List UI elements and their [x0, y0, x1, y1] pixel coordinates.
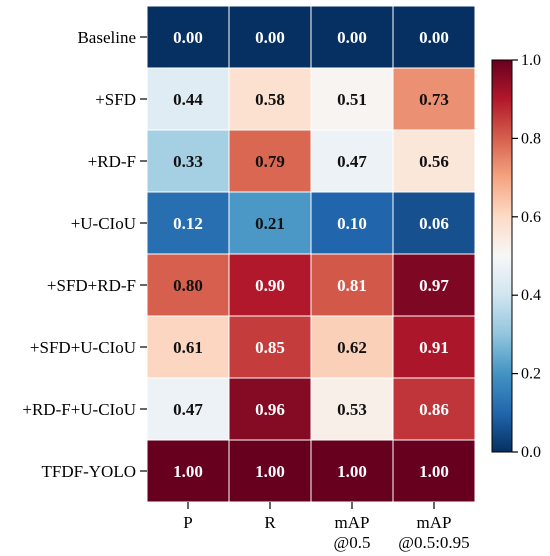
cell-value-label: 0.00 — [337, 28, 367, 47]
cell-value-label: 0.10 — [337, 214, 367, 233]
x-tick-label: mAP @0.5:0.95 — [398, 513, 469, 552]
heatmap-cell — [228, 67, 312, 131]
cell-value-label: 0.47 — [173, 400, 203, 419]
y-tick-label: +RD-F — [88, 152, 136, 171]
heatmap-cell — [392, 377, 476, 441]
heatmap-cell — [392, 67, 476, 131]
heatmap-cell — [228, 253, 312, 317]
cell-value-label: 0.56 — [419, 152, 449, 171]
heatmap-cell — [146, 315, 230, 379]
cell-value-label: 0.53 — [337, 400, 367, 419]
heatmap-cell — [310, 315, 394, 379]
colorbar-tick-label: 0.6 — [521, 209, 541, 226]
heatmap-cell — [310, 439, 394, 503]
y-tick-label: +SFD+U-CIoU — [30, 338, 136, 357]
heatmap-cell — [228, 129, 312, 193]
cell-value-label: 1.00 — [255, 462, 285, 481]
cell-value-label: 0.96 — [255, 400, 285, 419]
heatmap-cell — [310, 377, 394, 441]
colorbar-tick-label: 0.4 — [521, 287, 541, 304]
cell-value-label: 0.91 — [419, 338, 449, 357]
cell-value-label: 0.73 — [419, 90, 449, 109]
x-tick-label: P — [183, 513, 192, 532]
cell-value-label: 0.97 — [419, 276, 449, 295]
y-tick-label: +SFD — [95, 90, 136, 109]
colorbar-tick-label: 0.8 — [521, 130, 541, 147]
colorbar-tick-label: 0.2 — [521, 366, 541, 383]
cell-value-label: 0.58 — [255, 90, 285, 109]
heatmap-cells: 0.00 0.00 0.00 0.00 0.44 0.58 0.51 0.73 0.33 0.79… — [146, 5, 476, 503]
colorbar-tick-label: 0.0 — [521, 444, 541, 461]
cell-value-label: 0.00 — [419, 28, 449, 47]
y-tick-label: +U-CIoU — [71, 214, 136, 233]
heatmap-cell — [228, 5, 312, 69]
x-tick-label: R — [264, 513, 276, 532]
cell-value-label: 0.21 — [255, 214, 285, 233]
cell-value-label: 0.79 — [255, 152, 285, 171]
cell-value-label: 1.00 — [419, 462, 449, 481]
cell-value-label: 0.47 — [337, 152, 367, 171]
x-tick-label: mAP @0.5 — [334, 513, 371, 552]
y-tick-label: TFDF-YOLO — [42, 462, 136, 481]
colorbar: 0.0 0.2 0.4 0.6 0.8 1.0 — [491, 52, 541, 461]
cell-value-label: 1.00 — [337, 462, 367, 481]
heatmap-cell — [392, 129, 476, 193]
cell-value-label: 0.86 — [419, 400, 449, 419]
heatmap-cell — [392, 5, 476, 69]
heatmap-cell — [228, 191, 312, 255]
cell-value-label: 0.12 — [173, 214, 203, 233]
row-labels: Baseline+SFD+RD-F+U-CIoU+SFD+RD-F+SFD+U-… — [22, 28, 147, 481]
heatmap-cell — [146, 377, 230, 441]
heatmap-cell — [228, 315, 312, 379]
cell-value-label: 0.61 — [173, 338, 203, 357]
colorbar-gradient — [491, 59, 513, 453]
heatmap-cell — [310, 253, 394, 317]
cell-value-label: 0.44 — [173, 90, 203, 109]
cell-value-label: 0.51 — [337, 90, 367, 109]
heatmap-cell — [310, 5, 394, 69]
y-tick-label: +SFD+RD-F — [47, 276, 136, 295]
cell-value-label: 0.80 — [173, 276, 203, 295]
cell-value-label: 0.06 — [419, 214, 449, 233]
cell-value-label: 0.81 — [337, 276, 367, 295]
heatmap-cell — [146, 439, 230, 503]
cell-value-label: 0.90 — [255, 276, 285, 295]
heatmap-cell — [146, 5, 230, 69]
colorbar-tick-label: 1.0 — [521, 52, 541, 69]
cell-value-label: 0.00 — [173, 28, 203, 47]
cell-value-label: 1.00 — [173, 462, 203, 481]
y-tick-label: Baseline — [77, 28, 136, 47]
cell-value-label: 0.33 — [173, 152, 203, 171]
y-tick-label: +RD-F+U-CIoU — [22, 400, 136, 419]
heatmap-cell — [392, 253, 476, 317]
cell-value-label: 0.85 — [255, 338, 285, 357]
cell-value-label: 0.62 — [337, 338, 367, 357]
cell-value-label: 0.00 — [255, 28, 285, 47]
heatmap-cell — [392, 191, 476, 255]
heatmap-cell — [392, 315, 476, 379]
